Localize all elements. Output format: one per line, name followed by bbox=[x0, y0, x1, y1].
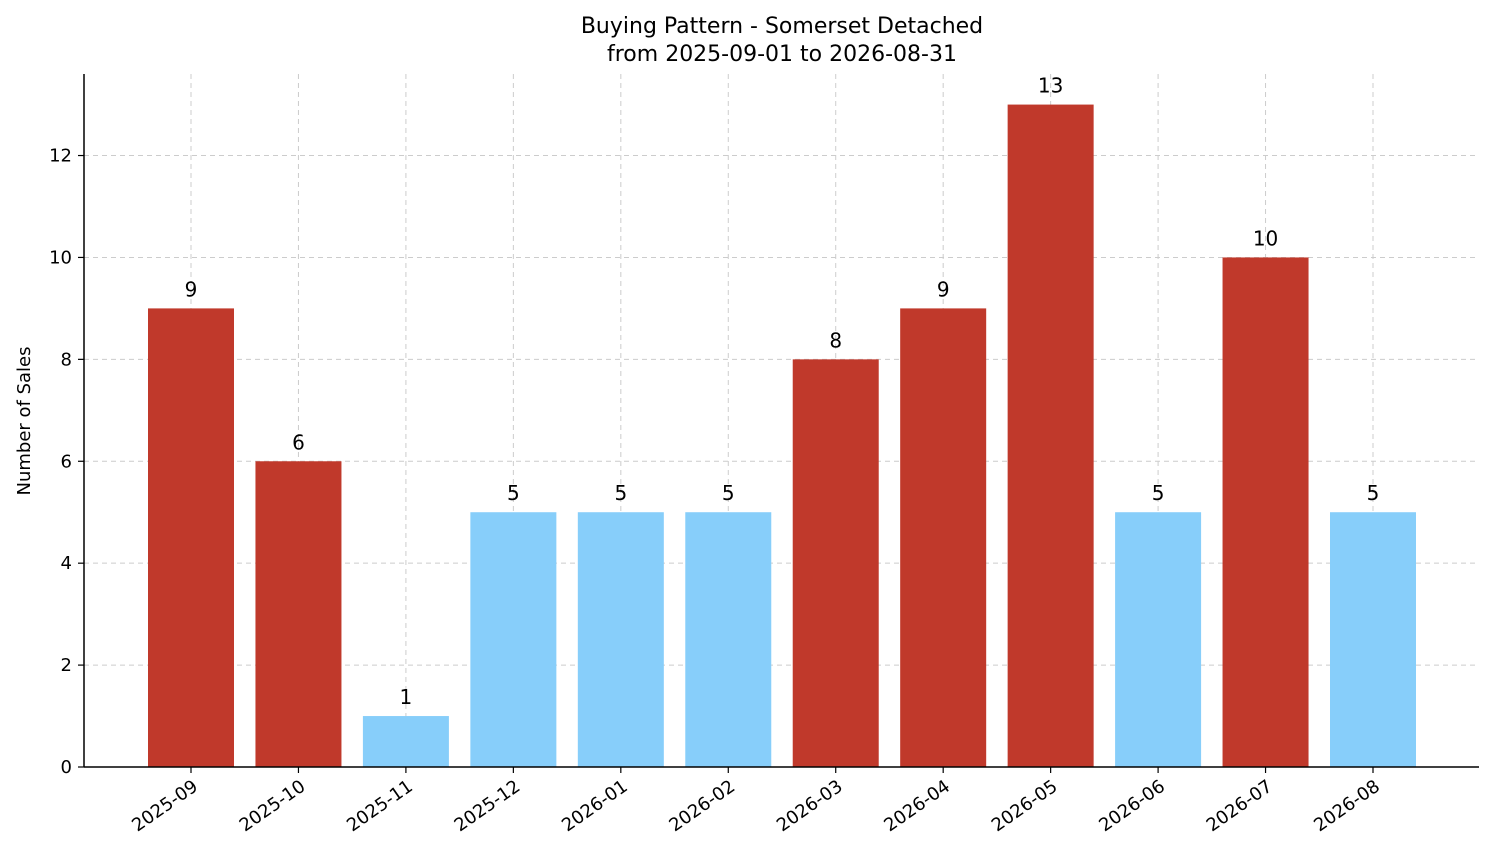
bar bbox=[1330, 512, 1416, 767]
bar-value-label: 10 bbox=[1253, 226, 1278, 250]
bar-value-label: 1 bbox=[400, 685, 413, 709]
x-tick-label: 2026-02 bbox=[665, 776, 739, 836]
bar bbox=[1115, 512, 1202, 767]
y-ticks: 0 2 4 6 8 10 12 bbox=[49, 146, 84, 778]
bar-value-label: 8 bbox=[829, 328, 842, 352]
y-tick-label: 10 bbox=[49, 247, 72, 268]
x-tick-label: 2026-03 bbox=[773, 776, 847, 836]
bar-value-label: 5 bbox=[722, 481, 735, 505]
y-tick-label: 2 bbox=[61, 655, 72, 676]
x-tick-label: 2026-08 bbox=[1310, 776, 1384, 836]
bar bbox=[148, 308, 234, 767]
bar-value-label: 5 bbox=[614, 481, 627, 505]
bars bbox=[148, 104, 1416, 767]
bar bbox=[900, 308, 987, 767]
x-tick-label: 2025-09 bbox=[128, 776, 202, 836]
x-tick-label: 2026-01 bbox=[558, 776, 632, 836]
x-tick-label: 2025-11 bbox=[343, 776, 417, 836]
bar-value-label: 13 bbox=[1038, 74, 1063, 98]
y-tick-label: 0 bbox=[61, 757, 72, 778]
bar bbox=[685, 512, 772, 767]
y-axis-label: Number of Sales bbox=[14, 346, 35, 495]
bar-value-label: 5 bbox=[507, 481, 520, 505]
x-tick-label: 2026-06 bbox=[1095, 776, 1169, 836]
y-tick-label: 12 bbox=[49, 146, 72, 167]
x-tick-label: 2026-05 bbox=[988, 776, 1062, 836]
x-tick-label: 2025-10 bbox=[236, 776, 310, 836]
axes bbox=[83, 74, 1479, 768]
bar bbox=[1222, 257, 1309, 767]
x-tick-label: 2026-04 bbox=[880, 776, 954, 836]
bar-value-label: 5 bbox=[1367, 481, 1380, 505]
bar bbox=[1007, 104, 1094, 767]
data-labels: 9 6 1 5 5 5 8 9 13 5 10 5 bbox=[185, 74, 1380, 709]
bar-value-label: 5 bbox=[1152, 481, 1165, 505]
chart-title: Buying Pattern - Somerset Detached bbox=[581, 14, 983, 39]
bar bbox=[792, 359, 879, 767]
chart-subtitle: from 2025-09-01 to 2026-08-31 bbox=[607, 42, 957, 67]
y-tick-label: 6 bbox=[61, 451, 72, 472]
x-ticks: 2025-09 2025-10 2025-11 2025-12 2026-01 2026-… bbox=[128, 767, 1384, 836]
bar-value-label: 6 bbox=[292, 430, 305, 454]
bar bbox=[362, 716, 449, 767]
bar bbox=[255, 461, 342, 767]
bar-value-label: 9 bbox=[937, 277, 950, 301]
bar-value-label: 9 bbox=[185, 277, 198, 301]
x-tick-label: 2025-12 bbox=[451, 776, 525, 836]
x-tick-label: 2026-07 bbox=[1203, 776, 1277, 836]
bar bbox=[577, 512, 664, 767]
bar bbox=[470, 512, 557, 767]
y-tick-label: 4 bbox=[61, 553, 72, 574]
y-tick-label: 8 bbox=[61, 349, 72, 370]
